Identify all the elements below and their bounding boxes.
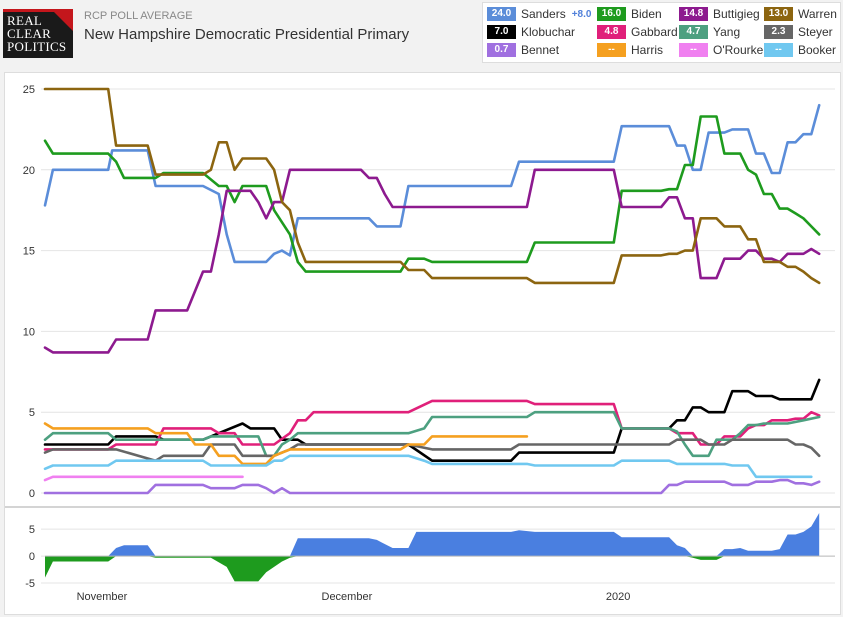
logo-line-1: REAL — [7, 13, 43, 28]
legend-item-gabbard[interactable]: 4.8 Gabbard — [597, 24, 678, 40]
x-tick-label: 2020 — [606, 591, 630, 603]
series-line-steyer — [43, 438, 821, 462]
y-tick-label: 5 — [29, 524, 35, 536]
legend-item-sanders[interactable]: 24.0 Sanders +8.0 — [487, 6, 591, 22]
logo-stripe — [3, 9, 73, 12]
series-line-biden — [43, 115, 821, 273]
legend-label: Klobuchar — [521, 25, 576, 39]
series-line-bennet — [43, 478, 821, 495]
legend-item-yang[interactable]: 4.7 Yang — [679, 24, 740, 40]
rcp-logo[interactable]: REAL CLEAR POLITICS — [3, 9, 73, 58]
legend-label: Warren — [798, 7, 837, 21]
y-tick-label: 20 — [23, 165, 35, 177]
legend-item-steyer[interactable]: 2.3 Steyer — [764, 24, 833, 40]
legend-label: Booker — [798, 43, 837, 57]
spread-value: +8.0 — [571, 8, 592, 20]
legend-label: Yang — [713, 25, 741, 39]
legend-item-biden[interactable]: 16.0 Biden — [597, 6, 662, 22]
y-tick-label: 0 — [29, 488, 35, 500]
x-tick-label: December — [322, 591, 373, 603]
logo-flag — [51, 9, 73, 31]
logo-line-3: POLITICS — [7, 39, 67, 54]
legend-value: -- — [597, 43, 626, 57]
legend-value: 0.7 — [487, 43, 516, 57]
series-line-harris — [43, 422, 529, 466]
legend-item-harris[interactable]: -- Harris — [597, 42, 663, 58]
legend-item-klobuchar[interactable]: 7.0 Klobuchar — [487, 24, 575, 40]
y-tick-label: 5 — [29, 407, 35, 419]
legend-value: 4.8 — [597, 25, 626, 39]
legend-item-orourke[interactable]: -- O'Rourke — [679, 42, 763, 58]
legend-label: Gabbard — [631, 25, 678, 39]
series-line-buttigieg — [43, 168, 821, 354]
legend-value: 14.8 — [679, 7, 708, 21]
header: REAL CLEAR POLITICS RCP POLL AVERAGE New… — [0, 0, 843, 68]
legend-item-bennet[interactable]: 0.7 Bennet — [487, 42, 559, 58]
legend-label: Harris — [631, 43, 663, 57]
logo-line-2: CLEAR — [7, 26, 52, 41]
y-tick-label: -5 — [25, 578, 35, 590]
legend-label: Biden — [631, 7, 662, 21]
series-lines — [43, 87, 821, 495]
legend-value: 4.7 — [679, 25, 708, 39]
y-tick-label: 0 — [29, 551, 35, 563]
series-line-booker — [43, 454, 813, 479]
series-line-sanders — [43, 103, 821, 264]
legend-value: -- — [679, 43, 708, 57]
series-line-orourke — [43, 475, 244, 482]
spread-area-positive — [45, 513, 820, 557]
legend-label: Sanders — [521, 7, 566, 21]
legend-value: 2.3 — [764, 25, 793, 39]
legend-value: 13.0 — [764, 7, 793, 21]
legend-item-buttigieg[interactable]: 14.8 Buttigieg — [679, 6, 760, 22]
legend-value: -- — [764, 43, 793, 57]
spread-area-negative — [45, 556, 820, 582]
chart-area[interactable]: 0 5 10 15 20 25 -5 0 5 November December 2020 — [4, 72, 841, 615]
legend-item-warren[interactable]: 13.0 Warren — [764, 6, 837, 22]
x-tick-label: November — [77, 591, 128, 603]
logo-text: REAL CLEAR POLITICS — [7, 14, 66, 53]
legend-item-booker[interactable]: -- Booker — [764, 42, 836, 58]
y-tick-label: 15 — [23, 246, 35, 258]
legend-value: 24.0 — [487, 7, 516, 21]
legend-label: Bennet — [521, 43, 560, 57]
series-line-yang — [43, 410, 821, 458]
x-axis: November December 2020 — [77, 591, 631, 603]
y-tick-label: 25 — [23, 84, 35, 96]
legend-value: 16.0 — [597, 7, 626, 21]
chart-title: New Hampshire Democratic Presidential Pr… — [84, 26, 410, 43]
legend: 24.0 Sanders +8.0 16.0 Biden 14.8 Buttig… — [482, 2, 841, 63]
series-line-gabbard — [43, 399, 821, 451]
chart-kicker: RCP POLL AVERAGE — [84, 10, 193, 22]
legend-label: O'Rourke — [713, 43, 764, 57]
poll-chart[interactable]: 0 5 10 15 20 25 -5 0 5 November December 2020 — [5, 73, 840, 614]
series-line-warren — [43, 87, 821, 285]
legend-label: Steyer — [798, 25, 833, 39]
legend-label: Buttigieg — [713, 7, 760, 21]
y-tick-label: 10 — [23, 326, 35, 338]
legend-value: 7.0 — [487, 25, 516, 39]
